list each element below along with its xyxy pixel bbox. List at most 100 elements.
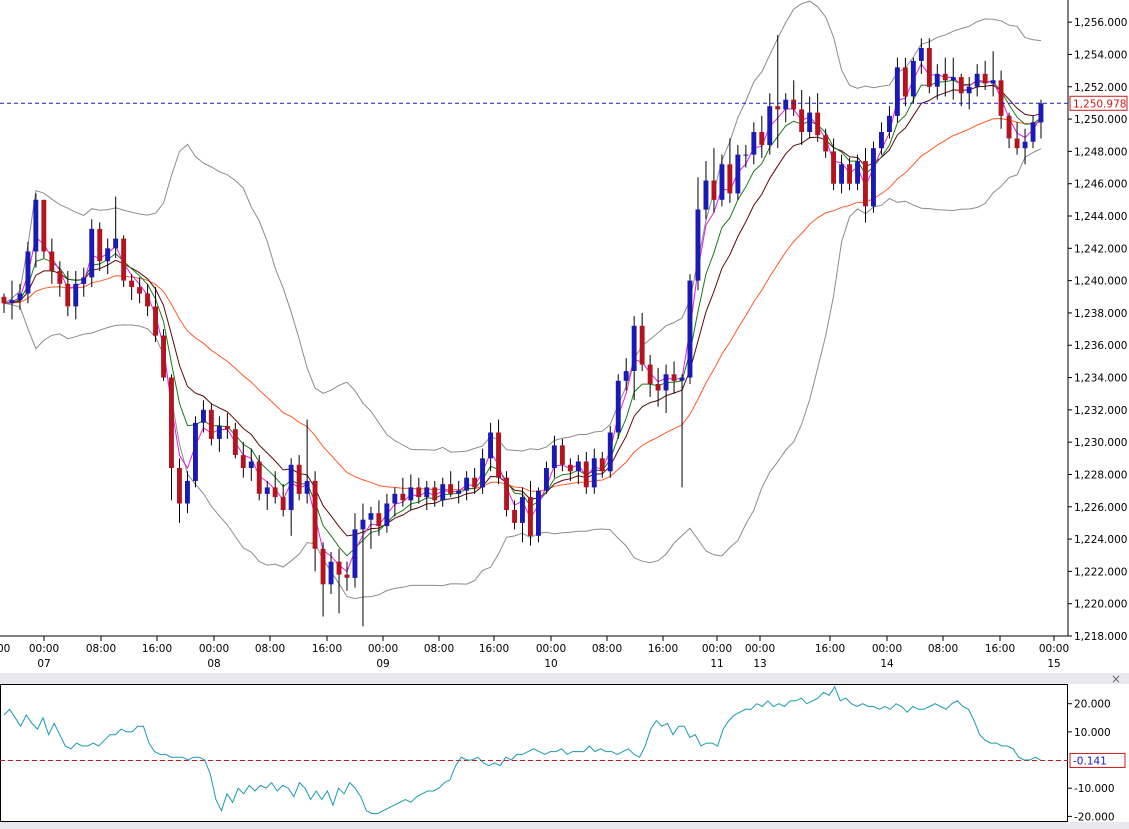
- candle-body: [97, 228, 103, 262]
- candle-body: [264, 487, 270, 494]
- candle-body: [950, 77, 956, 81]
- time-tick-label: 16:00: [142, 643, 172, 655]
- date-tick-label: 15: [1047, 658, 1060, 670]
- candle-body: [894, 67, 900, 116]
- pane-separator: [0, 673, 1129, 684]
- time-tick-label: 00:00: [702, 643, 732, 655]
- candle-body: [623, 371, 629, 381]
- candle-body: [871, 148, 876, 207]
- candle-body: [392, 493, 398, 504]
- price-tick-label: 1,234.000: [1074, 373, 1127, 385]
- oscillator-tick-label: -20.000: [1074, 811, 1115, 823]
- candle-body: [424, 487, 430, 498]
- candle-body: [376, 513, 382, 527]
- candle-body: [751, 132, 757, 155]
- candle-body: [248, 461, 254, 468]
- candle-body: [982, 73, 988, 84]
- price-tick-label: 1,228.000: [1074, 469, 1127, 481]
- close-x-icon[interactable]: ×: [1111, 672, 1121, 686]
- candle-body: [823, 135, 829, 152]
- candle-body: [432, 487, 438, 501]
- candle-body: [201, 409, 206, 423]
- candle-body: [807, 112, 813, 132]
- candle-body: [496, 432, 501, 478]
- candle-body: [113, 238, 119, 249]
- candle-body: [512, 510, 517, 523]
- oscillator-tick-label: 20.000: [1074, 699, 1111, 711]
- candle-body: [161, 335, 166, 378]
- candle-body: [208, 409, 214, 439]
- price-tick-label: 1,230.000: [1074, 437, 1127, 449]
- candle-body: [551, 445, 557, 468]
- price-tick-label: 1,248.000: [1074, 146, 1127, 158]
- candle-body: [655, 384, 661, 391]
- price-tick-label: 1,218.000: [1074, 631, 1127, 643]
- current-price-label: 1,250.978: [1073, 98, 1126, 110]
- candle-body: [783, 99, 789, 110]
- price-tick-label: 1,254.000: [1074, 49, 1127, 61]
- time-tick-label: 08:00: [86, 643, 116, 655]
- candle-body: [815, 112, 821, 136]
- candle-body: [934, 73, 940, 87]
- oscillator-value-tag: [1069, 752, 1126, 768]
- date-tick-label: 09: [376, 658, 389, 670]
- candle-body: [958, 77, 964, 94]
- candle-body: [1030, 122, 1036, 142]
- candle-body: [735, 154, 741, 194]
- candle-body: [328, 561, 334, 585]
- candle-body: [368, 513, 374, 520]
- candle-body: [49, 251, 55, 271]
- candle-body: [41, 199, 47, 252]
- price-tick-label: 1,220.000: [1074, 599, 1127, 611]
- price-tick-label: 1,236.000: [1074, 340, 1127, 352]
- candle-body: [488, 432, 493, 459]
- candle-body: [9, 300, 15, 304]
- candle-body: [520, 497, 525, 523]
- time-tick-label: 00:00: [745, 643, 775, 655]
- candle-body: [272, 487, 278, 498]
- price-tick-label: 1,242.000: [1074, 243, 1127, 255]
- time-tick-label: 08:00: [928, 643, 958, 655]
- candle-body: [631, 325, 637, 371]
- candle-body: [33, 199, 39, 252]
- price-tick-label: 1,238.000: [1074, 308, 1127, 320]
- price-tick-label: 1,240.000: [1074, 276, 1127, 288]
- time-tick-label: 00:00: [1039, 643, 1069, 655]
- candle-body: [799, 109, 805, 132]
- candle-body: [240, 455, 246, 468]
- candle-body: [863, 161, 868, 207]
- candle-body: [193, 422, 198, 481]
- candle-body: [121, 238, 127, 281]
- time-tick-label: 08:00: [592, 643, 622, 655]
- candle-body: [73, 283, 79, 307]
- time-tick-label: 16:00: [648, 643, 678, 655]
- candle-body: [288, 464, 294, 510]
- date-tick-label: 10: [544, 658, 557, 670]
- candle-body: [169, 377, 174, 468]
- candle-body: [177, 468, 182, 504]
- candle-body: [105, 248, 111, 262]
- time-tick-label: 00:00: [872, 643, 902, 655]
- candle-body: [663, 374, 669, 391]
- candle-body: [89, 228, 95, 278]
- candle-body: [504, 477, 509, 510]
- candle-body: [839, 164, 844, 184]
- candle-body: [998, 80, 1004, 116]
- candle-body: [926, 48, 932, 87]
- current-price-tag: [1069, 95, 1128, 111]
- candle-body: [767, 106, 773, 145]
- candle-body: [352, 529, 358, 578]
- candle-body: [312, 480, 318, 549]
- candle-body: [687, 280, 693, 378]
- candle-body: [25, 251, 31, 294]
- oscillator-panel-frame: [0, 684, 1068, 822]
- candle-body: [575, 461, 581, 472]
- time-tick-label: 00:00: [29, 643, 59, 655]
- candle-body: [1038, 103, 1044, 123]
- candle-body: [743, 154, 749, 156]
- time-tick-label: 00:00: [536, 643, 566, 655]
- candle-body: [416, 487, 422, 498]
- candle-body: [400, 493, 406, 501]
